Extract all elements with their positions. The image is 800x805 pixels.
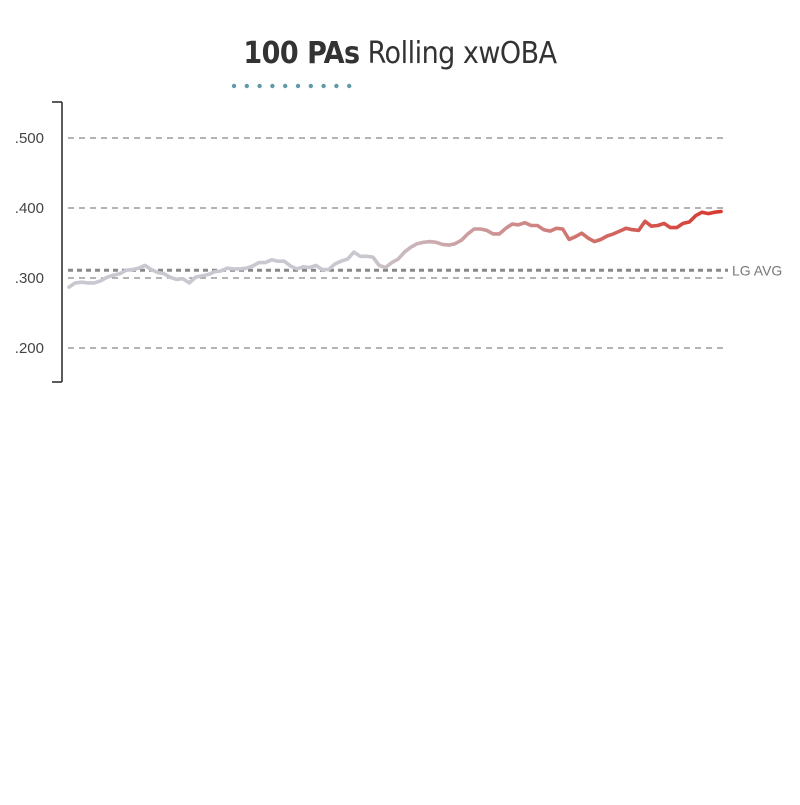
y-tick-label: .300 — [15, 270, 44, 287]
chart-title-bold: 100 PAs — [243, 36, 360, 71]
title-underline-dot — [283, 83, 288, 89]
title-underline-dot — [334, 83, 339, 89]
y-tick-label: .500 — [15, 130, 44, 147]
y-tick-label: .400 — [15, 200, 44, 217]
series-line — [67, 209, 723, 289]
title-underline-dot — [308, 83, 313, 89]
series-line-path — [67, 209, 723, 289]
title-underline-dot — [231, 83, 237, 89]
title-underline — [231, 83, 352, 89]
y-tick-label: .200 — [15, 340, 44, 357]
chart-title-rest: Rolling xwOBA — [367, 36, 557, 71]
y-axis — [52, 101, 63, 383]
chart-title: 100 PAs Rolling xwOBA — [0, 36, 800, 71]
title-underline-dot — [295, 83, 301, 89]
y-tick-labels: .500 .400 .300 .200 — [15, 130, 44, 357]
title-underline-dot — [347, 83, 352, 89]
reference-line-label: LG AVG — [732, 262, 782, 278]
reference-line: LG AVG — [68, 262, 782, 278]
title-underline-dot — [270, 83, 275, 89]
title-underline-dot — [244, 83, 249, 89]
grid-lines — [68, 137, 728, 349]
title-underline-dot — [257, 83, 262, 89]
title-underline-dot — [321, 83, 326, 89]
